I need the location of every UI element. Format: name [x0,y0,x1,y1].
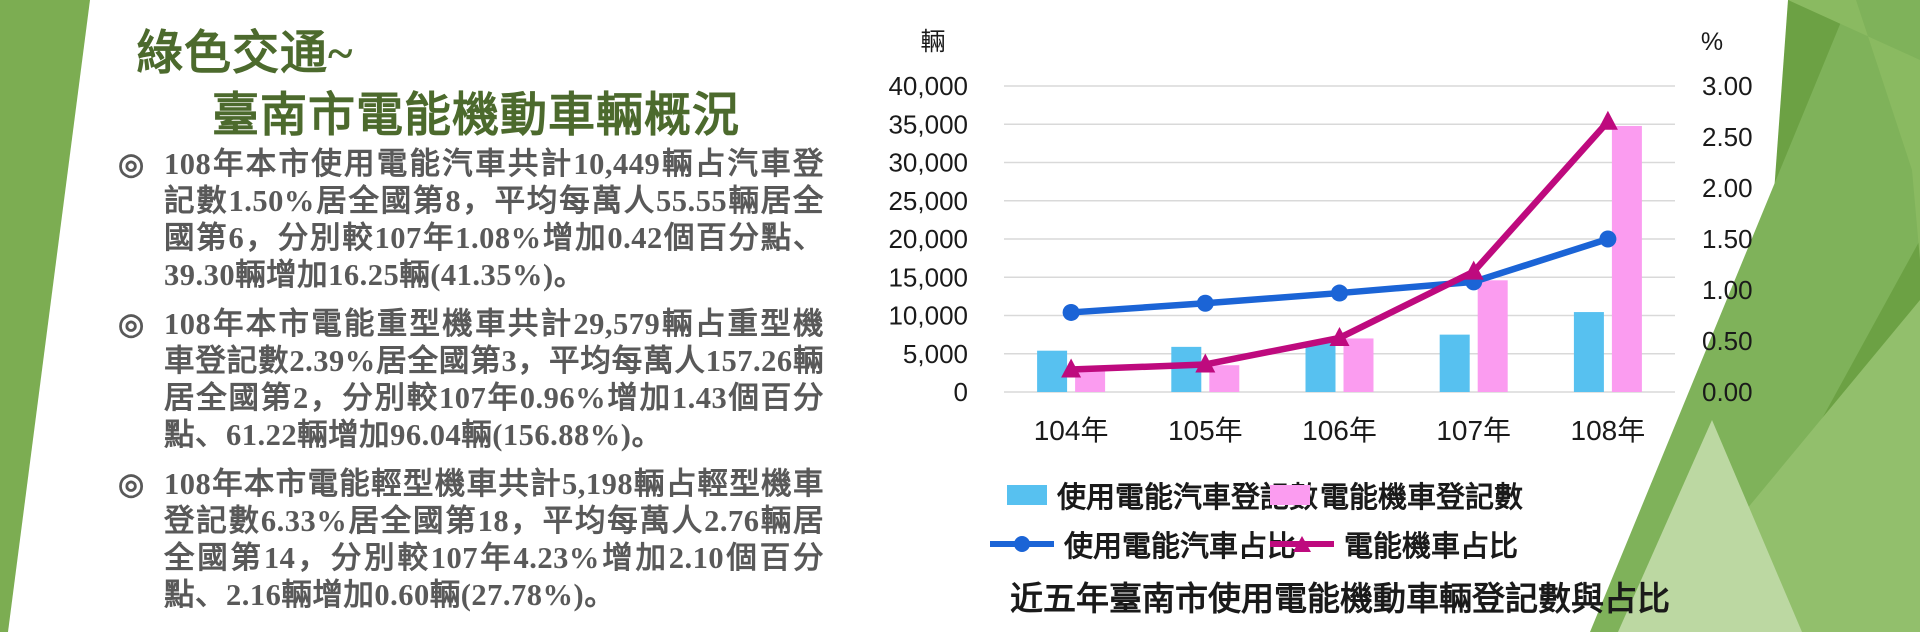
green-accent-top-sliver [1788,0,1920,260]
svg-text:2.00: 2.00 [1702,173,1753,203]
svg-text:35,000: 35,000 [888,109,968,139]
legend-label: 使用電能汽車占比 [1064,531,1297,563]
bullet-text: 108年本市電能重型機車共計29,579輛占重型機車登記數2.39%居全國第3，… [164,307,824,452]
svg-text:25,000: 25,000 [888,186,968,216]
chart-caption: 近五年臺南市使用電能機動車輛登記數與占比 [1010,582,1670,618]
legend-label: 電能機車占比 [1344,531,1519,563]
svg-text:5,000: 5,000 [903,339,968,369]
svg-text:106年: 106年 [1302,415,1377,446]
legend-item-ev-car-share: 使用電能汽車占比 [990,527,1296,563]
svg-text:40,000: 40,000 [888,71,968,101]
svg-text:107年: 107年 [1436,415,1511,446]
svg-text:15,000: 15,000 [888,262,968,292]
magenta-line-triangle-marker-icon [1270,533,1334,555]
bullet-marker-icon: ◎ [118,468,145,501]
svg-text:1.50: 1.50 [1702,224,1753,254]
legend-item-escooter-registrations: 電能機車登記數 [1270,478,1523,514]
blue-line-circle-marker-icon [990,533,1054,555]
svg-text:3.00: 3.00 [1702,71,1753,101]
bullet-item-ev-cars: ◎ 108年本市使用電能汽車共計10,449輛占汽車登記數1.50%居全國第8，… [118,146,824,294]
svg-text:0: 0 [954,377,968,407]
bullet-item-heavy-scooters: ◎ 108年本市電能重型機車共計29,579輛占重型機車登記數2.39%居全國第… [118,306,824,454]
bullet-text: 108年本市使用電能汽車共計10,449輛占汽車登記數1.50%居全國第8，平均… [164,147,824,292]
svg-text:0.00: 0.00 [1702,377,1753,407]
legend-item-escooter-share: 電能機車占比 [1270,527,1518,563]
slide-title-line1: 綠色交通~ [136,28,354,80]
svg-text:10,000: 10,000 [888,301,968,331]
slide-title-line2: 臺南市電能機動車輛概況 [212,90,740,142]
svg-text:1.00: 1.00 [1702,275,1753,305]
svg-text:30,000: 30,000 [888,148,968,178]
green-accent-right-ribbon [1590,0,1920,632]
svg-text:108年: 108年 [1571,415,1646,446]
svg-text:%: % [1701,28,1723,56]
blue-bar-swatch-icon [1007,485,1047,505]
bullet-text: 108年本市電能輕型機車共計5,198輛占輕型機車登記數6.33%居全國第18，… [164,467,824,612]
bullet-marker-icon: ◎ [118,148,145,181]
svg-text:104年: 104年 [1034,415,1109,446]
svg-text:105年: 105年 [1168,415,1243,446]
bullet-item-light-scooters: ◎ 108年本市電能輕型機車共計5,198輛占輕型機車登記數6.33%居全國第1… [118,466,824,614]
green-accent-left-wedge [0,0,90,632]
legend-label: 電能機車登記數 [1320,482,1524,514]
bullet-marker-icon: ◎ [118,308,145,341]
svg-text:2.50: 2.50 [1702,122,1753,152]
pink-bar-swatch-icon [1270,485,1310,505]
green-accent-pale-triangle [1618,420,1802,632]
bullet-list: ◎ 108年本市使用電能汽車共計10,449輛占汽車登記數1.50%居全國第8，… [118,146,824,626]
svg-text:0.50: 0.50 [1702,326,1753,356]
svg-text:輛: 輛 [920,28,945,56]
svg-text:20,000: 20,000 [888,224,968,254]
